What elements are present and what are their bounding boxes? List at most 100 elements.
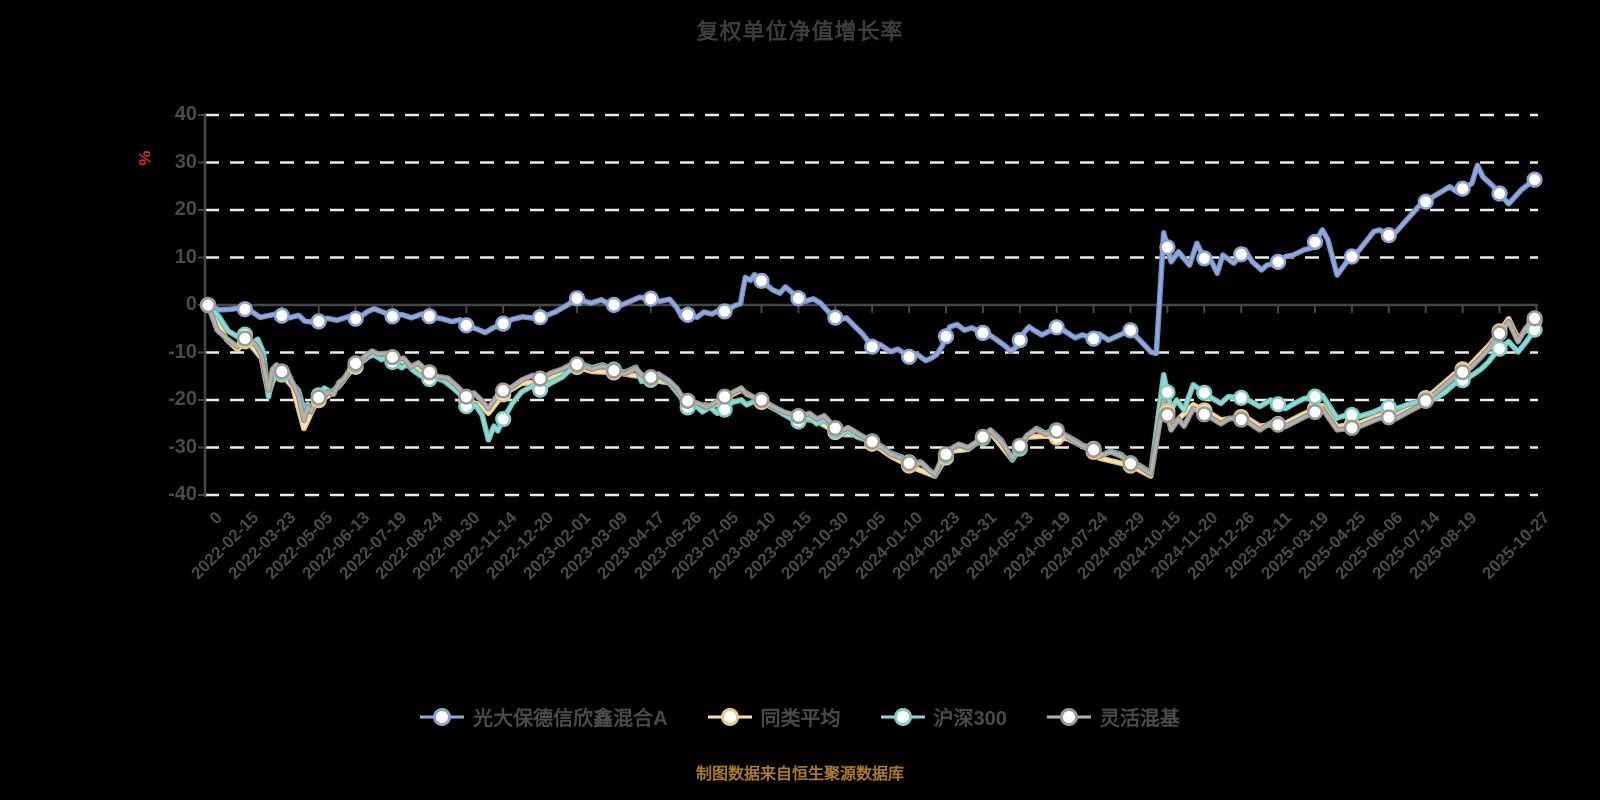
data-point-marker — [1085, 330, 1102, 347]
series-markers-0 — [199, 171, 1543, 365]
data-point-marker — [1122, 455, 1139, 472]
data-point-marker — [605, 362, 623, 379]
data-point-marker — [568, 290, 586, 307]
data-point-marker — [1454, 364, 1471, 381]
data-point-marker — [642, 290, 659, 307]
chart-title: 复权单位净值增长率 — [696, 19, 904, 44]
data-point-marker — [1306, 233, 1324, 251]
data-point-marker — [421, 364, 438, 381]
data-point-marker — [531, 370, 549, 387]
data-point-marker — [495, 382, 512, 399]
y-axis-label: 10 — [174, 245, 197, 268]
data-point-marker — [199, 296, 217, 314]
data-point-marker — [384, 308, 401, 325]
data-point-marker — [605, 296, 623, 314]
data-point-marker — [1343, 406, 1360, 424]
data-point-marker — [347, 355, 364, 372]
legend-item-peer-average[interactable]: 同类平均 — [707, 702, 841, 731]
data-point-marker — [1011, 437, 1028, 454]
data-point-marker — [1343, 419, 1360, 437]
series-markers-3 — [199, 296, 1543, 472]
data-point-marker — [495, 410, 512, 428]
data-point-marker — [827, 420, 844, 437]
data-point-marker — [1380, 409, 1397, 426]
data-point-marker — [1380, 227, 1397, 244]
data-point-marker — [310, 313, 327, 330]
data-point-marker — [1159, 239, 1176, 256]
data-point-marker — [1196, 250, 1213, 267]
y-axis-label: 20 — [174, 198, 197, 220]
data-point-marker — [1233, 411, 1250, 428]
legend-label: 同类平均 — [760, 708, 841, 730]
data-point-marker — [1048, 319, 1065, 336]
legend-item-flexible-hybrid[interactable]: 灵活混基 — [1046, 702, 1180, 731]
legend-label: 沪深300 — [933, 708, 1007, 730]
y-axis-label: -40 — [168, 483, 197, 505]
data-point-marker — [1491, 325, 1508, 342]
data-point-marker — [1159, 384, 1176, 401]
data-point-marker — [1269, 253, 1287, 270]
data-point-marker — [679, 306, 696, 324]
data-point-marker — [1306, 388, 1324, 405]
data-point-marker — [1417, 392, 1434, 410]
data-point-marker — [900, 455, 918, 472]
data-point-marker — [1048, 422, 1065, 440]
legend-item-csi300[interactable]: 沪深300 — [880, 702, 1007, 731]
data-point-marker — [716, 303, 733, 320]
line-marker-icon — [707, 707, 752, 726]
data-point-marker — [1269, 396, 1287, 413]
y-axis-label: -10 — [168, 340, 197, 363]
data-point-marker — [1233, 389, 1250, 406]
data-point-marker — [1454, 180, 1471, 197]
data-point-marker — [679, 392, 696, 410]
y-axis-label: -20 — [168, 388, 197, 410]
data-point-marker — [642, 369, 659, 386]
data-point-marker — [974, 428, 992, 446]
data-point-marker — [1343, 248, 1360, 265]
data-point-marker — [1196, 406, 1213, 423]
data-point-marker — [1491, 340, 1508, 357]
data-point-marker — [1526, 310, 1543, 327]
legend-label: 灵活混基 — [1099, 708, 1180, 730]
data-point-marker — [458, 388, 475, 405]
data-point-marker — [937, 328, 955, 345]
data-point-marker — [310, 389, 327, 406]
data-point-marker — [236, 330, 253, 347]
data-point-marker — [1196, 384, 1213, 401]
data-point-marker — [753, 391, 770, 409]
data-point-marker — [864, 433, 881, 450]
data-point-marker — [1233, 246, 1250, 263]
y-axis-label: -30 — [168, 435, 197, 458]
data-source-note: 制图数据来自恒生聚源数据库 — [695, 766, 904, 783]
y-axis-label: 30 — [174, 150, 197, 173]
line-marker-icon — [1046, 707, 1091, 726]
data-point-marker — [236, 301, 253, 318]
data-point-marker — [790, 408, 807, 425]
data-point-marker — [974, 324, 992, 342]
data-point-marker — [1122, 322, 1139, 339]
series-line-edge-0 — [205, 162, 1538, 364]
data-point-marker — [827, 309, 844, 326]
y-axis-label: 0 — [185, 293, 197, 315]
line-marker-icon — [880, 707, 925, 726]
data-point-marker — [900, 348, 918, 365]
data-point-marker — [753, 272, 770, 289]
data-point-marker — [1085, 441, 1102, 459]
data-point-marker — [1491, 185, 1508, 202]
data-point-marker — [384, 349, 401, 366]
data-point-marker — [1269, 416, 1287, 433]
data-point-marker — [864, 338, 881, 355]
legend-label: 光大保德信欣鑫混合A — [473, 708, 668, 730]
data-point-marker — [937, 446, 955, 463]
data-point-marker — [458, 317, 475, 334]
data-point-marker — [1011, 332, 1028, 349]
data-point-marker — [716, 388, 733, 405]
chart-legend: 光大保德信欣鑫混合A 同类平均 沪深300 灵活混基 — [0, 702, 1600, 731]
data-point-marker — [1306, 403, 1324, 421]
data-point-marker — [531, 309, 549, 326]
legend-item-fund[interactable]: 光大保德信欣鑫混合A — [420, 702, 668, 731]
data-point-marker — [1159, 406, 1176, 424]
data-point-marker — [1417, 193, 1434, 210]
